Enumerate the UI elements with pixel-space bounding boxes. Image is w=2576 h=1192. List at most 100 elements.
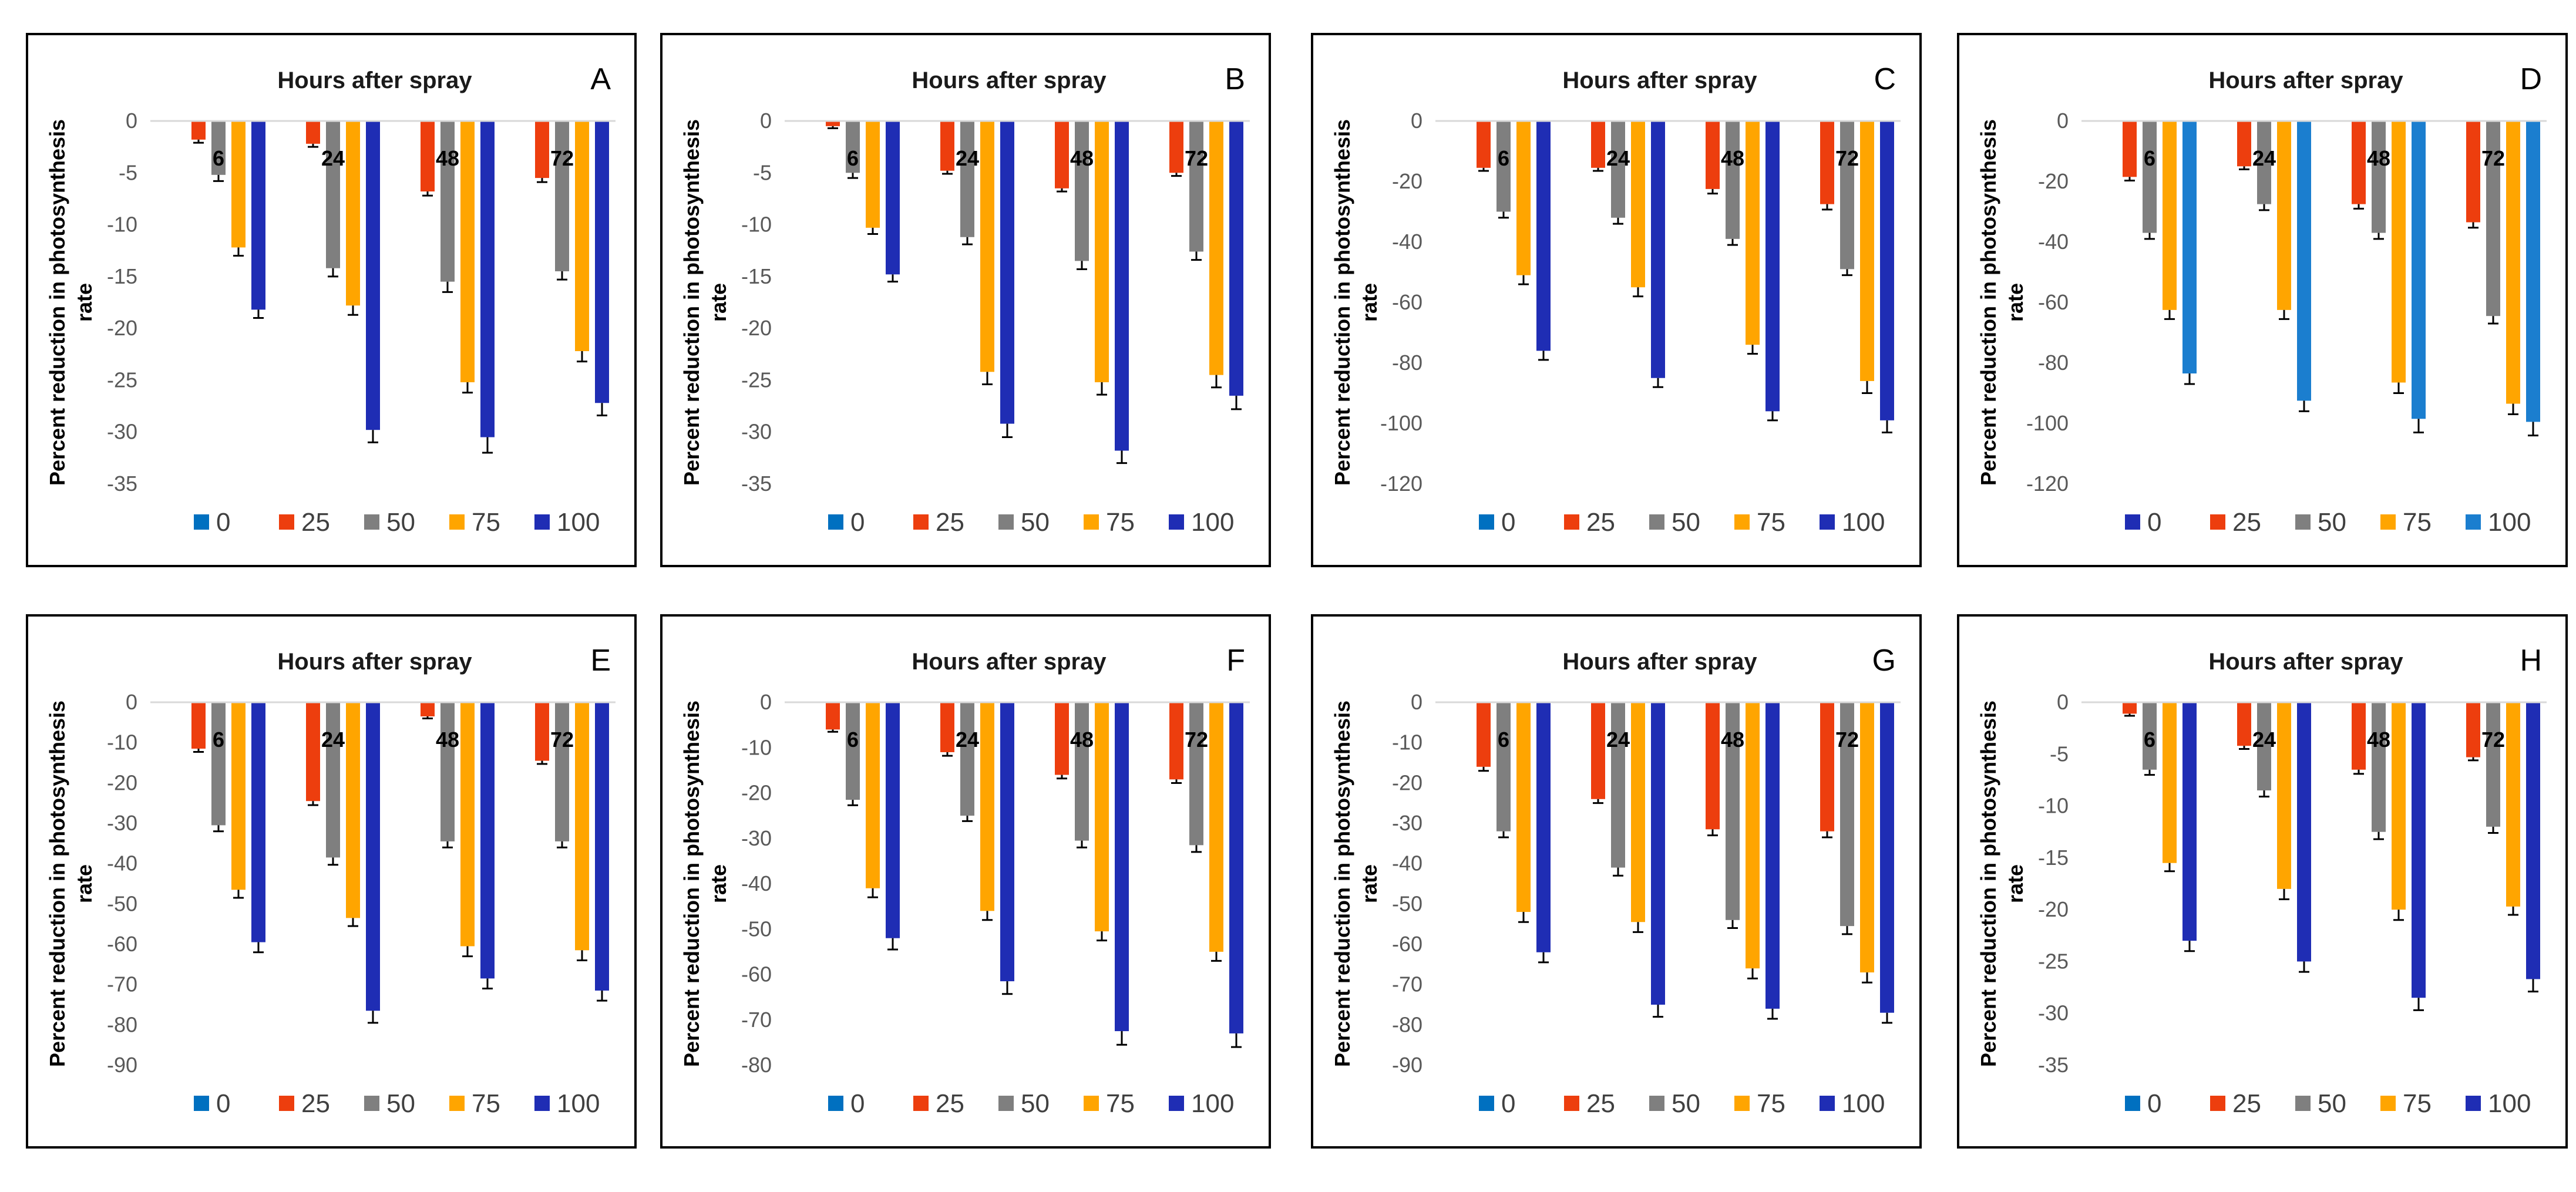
chart-svg-b: Hours after spray B 0 -5 -10 -15 -20 -25 -30 -35 P… — [680, 62, 1250, 537]
legend-label: 100 — [2488, 508, 2531, 537]
legend-label: 50 — [1672, 1089, 1700, 1118]
category-label: 72 — [2481, 728, 2505, 752]
y-tick-label: 0 — [1411, 109, 1422, 133]
bar-f-75-6 — [866, 702, 880, 888]
category-label: 48 — [1070, 146, 1094, 170]
legend-swatch — [449, 514, 465, 530]
bar-e-50-6 — [211, 702, 226, 826]
bar-h-50-48 — [2372, 702, 2386, 832]
legend-label: 50 — [2318, 508, 2346, 537]
legend-label: 75 — [1757, 508, 1785, 537]
bar-e-50-24 — [326, 702, 340, 858]
y-axis-label: Percent reduction in photosynthesis rate — [680, 119, 731, 486]
category-label: 72 — [1185, 728, 1208, 752]
legend-swatch — [2380, 1096, 2396, 1111]
bar-e-100-6 — [251, 702, 265, 942]
bar-e-75-6 — [231, 702, 246, 890]
legend-swatch — [449, 1096, 465, 1111]
legend-swatch — [1649, 1096, 1664, 1111]
legend-swatch — [2295, 514, 2311, 530]
legend-label: 100 — [557, 508, 600, 537]
bar-a-25-48 — [421, 121, 435, 192]
bar-h-25-48 — [2352, 702, 2366, 770]
legend-label: 0 — [850, 508, 865, 537]
y-tick-label: -40 — [741, 871, 772, 895]
y-axis-label-line1: Percent reduction in photosynthesis — [45, 701, 69, 1067]
bar-g-100-48 — [1765, 702, 1780, 1009]
y-tick-label: -25 — [107, 368, 137, 392]
panel-letter: D — [2520, 62, 2542, 96]
chart-title: Hours after spray — [1562, 68, 1757, 93]
bar-f-75-24 — [980, 702, 994, 911]
bar-h-25-6 — [2123, 702, 2137, 714]
y-axis-label-line2: rate — [1357, 864, 1381, 903]
y-tick-label: -70 — [1392, 972, 1422, 996]
legend-swatch — [1169, 514, 1184, 530]
category-label: 72 — [550, 728, 574, 752]
chart-title: Hours after spray — [1562, 649, 1757, 675]
y-tick-label: -25 — [2038, 949, 2069, 973]
bar-c-100-24 — [1651, 121, 1665, 378]
bar-f-75-48 — [1095, 702, 1109, 932]
bar-e-25-48 — [421, 702, 435, 717]
bar-d-100-48 — [2412, 121, 2426, 419]
y-tick-label: -60 — [1392, 932, 1422, 956]
category-label: 72 — [1835, 146, 1859, 170]
y-axis-label-line1: Percent reduction in photosynthesis — [1330, 701, 1354, 1067]
legend-label: 75 — [2403, 508, 2432, 537]
category-label: 24 — [956, 728, 979, 752]
bar-e-75-24 — [346, 702, 360, 918]
bar-f-100-72 — [1229, 702, 1243, 1033]
legend-label: 50 — [386, 1089, 415, 1118]
legend-label: 100 — [557, 1089, 600, 1118]
legend-swatch — [2210, 1096, 2225, 1111]
bar-g-75-6 — [1516, 702, 1531, 912]
chart-svg-a: Hours after spray A 0 -5 -10 -15 -20 -25 -30 -35 P… — [45, 62, 616, 537]
legend-label: 25 — [301, 1089, 330, 1118]
y-axis-label: Percent reduction in photosynthesis rate — [1976, 701, 2027, 1067]
y-tick-label: -50 — [1392, 891, 1422, 915]
legend-label: 25 — [2232, 1089, 2261, 1118]
bar-b-25-24 — [940, 121, 954, 171]
y-axis-label-line1: Percent reduction in photosynthesis — [1330, 119, 1354, 486]
bar-a-25-72 — [535, 121, 549, 179]
legend-swatch — [1649, 514, 1664, 530]
legend-label: 25 — [301, 508, 330, 537]
chart-svg-c: Hours after spray C0-20-40-60-80-100-120P… — [1330, 62, 1901, 537]
chart-title: Hours after spray — [912, 68, 1107, 93]
y-axis-label: Percent reduction in photosynthesis rate — [680, 701, 731, 1067]
y-tick-label: -20 — [107, 770, 137, 794]
legend-swatch — [2466, 1096, 2481, 1111]
chart-panel-g: Hours after spray G 0 -10 -20 -30 -40 -50 -60 -70… — [1311, 614, 1922, 1149]
y-tick-label: 0 — [2057, 690, 2069, 714]
bar-c-75-6 — [1516, 121, 1531, 275]
y-axis-label-line2: rate — [72, 283, 96, 322]
legend-label: 0 — [1501, 508, 1515, 537]
bar-g-25-72 — [1820, 702, 1834, 831]
bar-f-100-24 — [1000, 702, 1014, 982]
legend-label: 100 — [1191, 1089, 1234, 1118]
bar-d-25-24 — [2237, 121, 2251, 167]
legend-label: 75 — [472, 1089, 500, 1118]
bar-g-100-6 — [1536, 702, 1551, 952]
category-label: 6 — [213, 146, 224, 170]
bar-a-100-48 — [480, 121, 495, 437]
bar-b-100-72 — [1229, 121, 1243, 396]
y-tick-label: -30 — [107, 420, 137, 444]
legend-label: 25 — [936, 508, 964, 537]
legend-label: 25 — [1586, 1089, 1615, 1118]
bar-e-75-72 — [575, 702, 589, 951]
legend-swatch — [2380, 514, 2396, 530]
bar-e-25-24 — [306, 702, 320, 802]
legend-swatch — [1564, 1096, 1579, 1111]
y-tick-label: -20 — [1392, 770, 1422, 794]
legend-swatch — [2125, 514, 2140, 530]
legend-swatch — [534, 514, 550, 530]
legend-swatch — [279, 514, 294, 530]
legend-label: 100 — [1842, 1089, 1885, 1118]
legend-label: 50 — [1021, 508, 1050, 537]
bar-d-50-6 — [2143, 121, 2157, 233]
bar-a-50-6 — [211, 121, 226, 175]
bar-g-50-48 — [1726, 702, 1740, 920]
bar-c-25-24 — [1591, 121, 1605, 168]
